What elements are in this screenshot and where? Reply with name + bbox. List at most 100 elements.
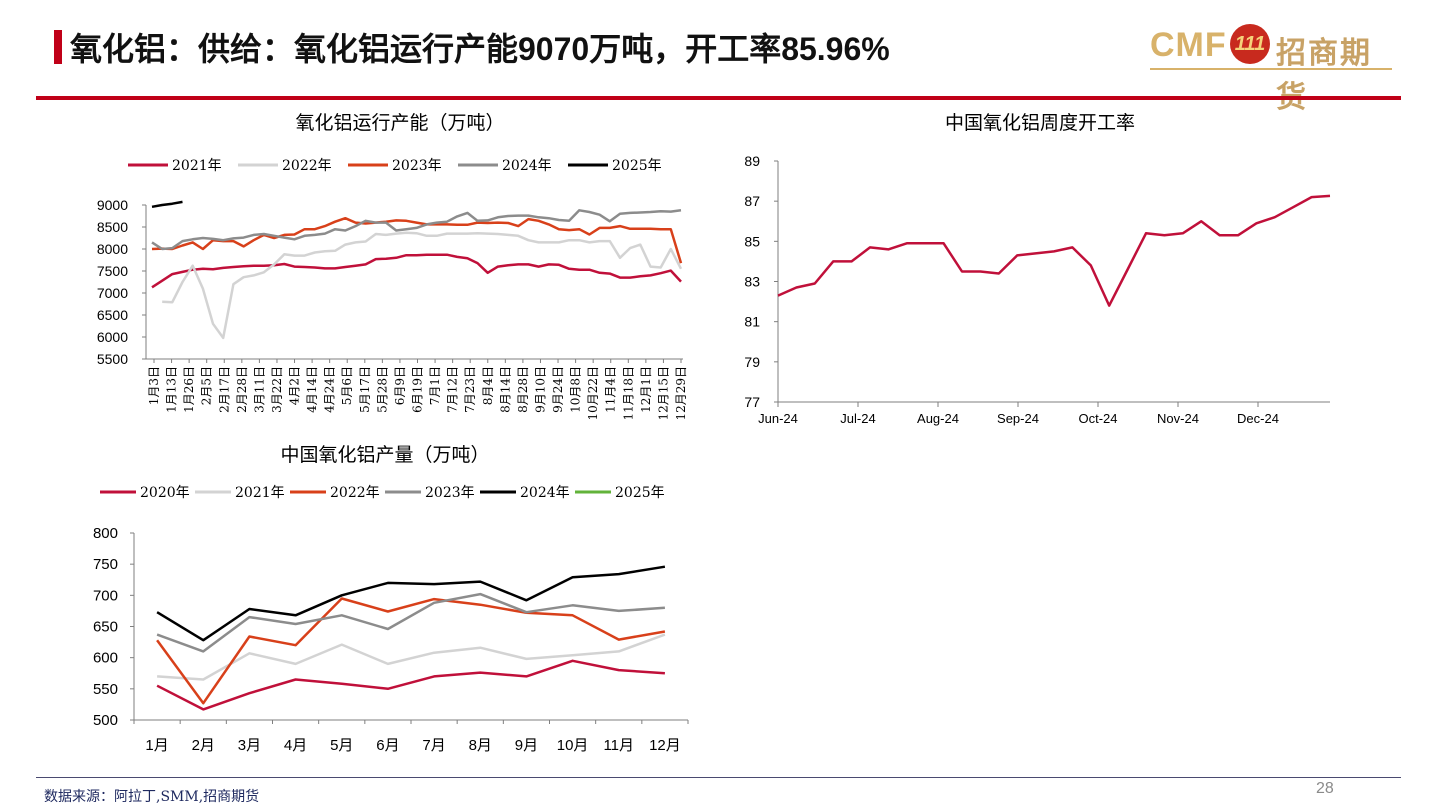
- legend-label: 2020年: [140, 485, 190, 501]
- series-line-2020年: [156, 659, 665, 711]
- series-line-2022年: [162, 231, 683, 340]
- logo-company-name: 招商期货: [1276, 37, 1372, 114]
- y-tick-label: 9000: [97, 197, 128, 213]
- x-tick-label: 12月1日: [639, 366, 653, 413]
- legend-label: 2023年: [425, 485, 475, 501]
- legend-label: 2022年: [330, 485, 380, 501]
- page-number: 28: [1316, 780, 1334, 797]
- x-tick-label: 4月14日: [305, 366, 319, 413]
- x-tick-label: 2月5日: [200, 366, 214, 405]
- page-title: 氧化铝：供给：氧化铝运行产能9070万吨，开工率85.96%: [70, 31, 890, 67]
- legend-label: 2021年: [172, 158, 222, 174]
- y-tick-label: 81: [744, 314, 760, 330]
- x-tick-label: 11月18日: [621, 366, 635, 421]
- x-tick-label: 4月: [284, 737, 307, 754]
- x-tick-label: Jun-24: [758, 411, 798, 426]
- y-tick-label: 79: [744, 354, 760, 370]
- x-tick-label: 10月: [557, 737, 589, 754]
- x-tick-label: 9月24日: [551, 366, 565, 413]
- y-tick-label: 750: [93, 556, 118, 573]
- legend-label: 2022年: [282, 158, 332, 174]
- y-tick-label: 800: [93, 525, 118, 542]
- x-tick-label: 4月24日: [323, 366, 337, 413]
- x-tick-label: Sep-24: [997, 411, 1039, 426]
- x-tick-label: 7月23日: [463, 366, 477, 413]
- x-tick-label: Nov-24: [1157, 411, 1199, 426]
- x-tick-label: 6月: [376, 737, 399, 754]
- x-tick-label: 3月11日: [252, 366, 266, 413]
- x-tick-label: 11月: [603, 737, 634, 754]
- y-tick-label: 87: [744, 193, 760, 209]
- x-tick-label: 10月8日: [569, 366, 583, 413]
- y-tick-label: 600: [93, 650, 118, 667]
- x-tick-label: 5月28日: [375, 366, 389, 413]
- series-line-2021年: [151, 253, 682, 289]
- y-tick-label: 6500: [97, 307, 128, 323]
- x-tick-label: 12月: [649, 737, 681, 754]
- y-tick-label: 500: [93, 712, 118, 729]
- y-tick-label: 77: [744, 394, 760, 410]
- title-accent-bar: [54, 30, 62, 64]
- x-tick-label: 2月: [192, 737, 215, 754]
- y-tick-label: 89: [744, 153, 760, 169]
- x-tick-label: 7月1日: [428, 366, 442, 405]
- logo-cmf-text: CMF: [1150, 26, 1227, 64]
- series-line-utilization: [777, 194, 1331, 307]
- data-source-note: 数据来源：阿拉丁,SMM,招商期货: [44, 789, 260, 805]
- x-tick-label: Jul-24: [840, 411, 875, 426]
- x-tick-label: 8月14日: [498, 366, 512, 413]
- x-tick-label: 8月28日: [516, 366, 530, 413]
- series-line-2023年: [151, 216, 683, 264]
- legend-label: 2025年: [612, 158, 662, 174]
- footer-divider: [36, 777, 1401, 778]
- series-line-2025年: [151, 200, 183, 209]
- x-tick-label: 2月28日: [235, 366, 249, 413]
- x-tick-label: 9月10日: [533, 366, 547, 413]
- legend-label: 2025年: [615, 485, 665, 501]
- x-tick-label: Oct-24: [1078, 411, 1117, 426]
- series-line-2024年: [156, 565, 666, 642]
- x-tick-label: 3月: [238, 737, 261, 754]
- x-tick-label: 8月4日: [481, 366, 495, 405]
- series-line-2024年: [151, 209, 682, 251]
- x-tick-label: 4月2日: [288, 366, 302, 405]
- y-tick-label: 650: [93, 619, 118, 636]
- y-tick-label: 6000: [97, 329, 128, 345]
- y-tick-label: 83: [744, 274, 760, 290]
- x-tick-label: 8月: [469, 737, 492, 754]
- series-line-2021年: [157, 633, 666, 681]
- logo-emblem-icon: 111: [1230, 24, 1270, 64]
- y-tick-label: 7500: [97, 263, 128, 279]
- x-tick-label: 7月12日: [446, 366, 460, 413]
- legend-label: 2021年: [235, 485, 285, 501]
- legend-label: 2024年: [502, 158, 552, 174]
- x-tick-label: 2月17日: [217, 366, 231, 413]
- header-divider: [36, 96, 1401, 100]
- chart-title-utilization: 中国氧化铝周度开工率: [944, 113, 1135, 134]
- x-tick-label: 6月9日: [393, 366, 407, 405]
- y-tick-label: 700: [93, 587, 118, 604]
- x-tick-label: 9月: [515, 737, 538, 754]
- y-tick-label: 550: [93, 681, 118, 698]
- x-tick-label: 12月29日: [674, 366, 688, 421]
- y-tick-label: 8000: [97, 241, 128, 257]
- x-tick-label: 5月17日: [358, 366, 372, 413]
- x-tick-label: 10月22日: [586, 366, 600, 421]
- x-tick-label: Aug-24: [917, 411, 959, 426]
- series-line-2022年: [156, 597, 666, 705]
- legend-label: 2024年: [520, 485, 570, 501]
- logo-underline: [1150, 68, 1392, 70]
- x-tick-label: 1月13日: [165, 366, 179, 413]
- x-tick-label: 5月: [330, 737, 353, 754]
- chart-title-production: 中国氧化铝产量（万吨）: [280, 445, 490, 466]
- y-tick-label: 5500: [97, 351, 128, 367]
- x-tick-label: 12月15日: [656, 366, 670, 421]
- x-tick-label: 1月26日: [182, 366, 196, 413]
- x-tick-label: 11月4日: [604, 366, 618, 413]
- x-tick-label: Dec-24: [1237, 411, 1279, 426]
- series-line-2023年: [156, 592, 665, 653]
- x-tick-label: 1月3日: [147, 366, 161, 405]
- x-tick-label: 3月22日: [270, 366, 284, 413]
- x-tick-label: 5月6日: [340, 366, 354, 405]
- x-tick-label: 6月19日: [411, 366, 425, 413]
